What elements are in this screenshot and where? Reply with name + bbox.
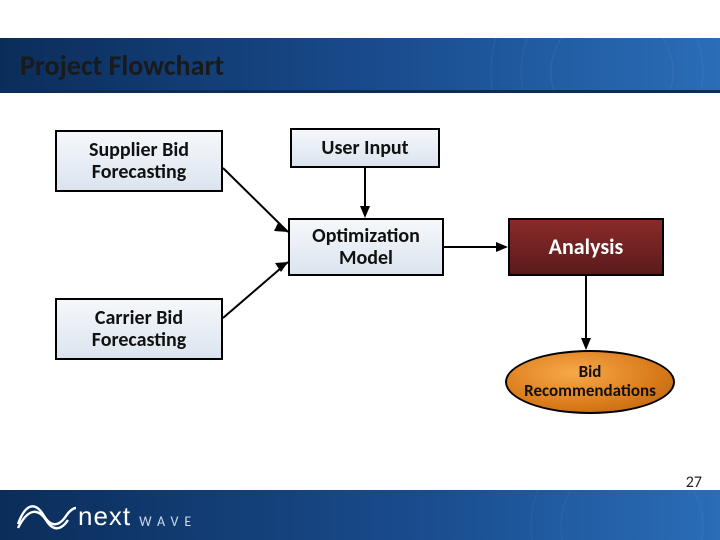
- node-optmodel: OptimizationModel: [288, 218, 444, 276]
- logo: next WAVE: [16, 494, 197, 534]
- arrowhead-optmodel-analysis: [496, 242, 508, 252]
- arrowhead-supplier-optmodel: [274, 223, 288, 232]
- node-userinput: User Input: [290, 128, 440, 168]
- arrowhead-carrier-optmodel: [275, 262, 288, 272]
- edge-supplier-optmodel: [223, 168, 288, 232]
- arrowhead-analysis-bidrec: [581, 338, 591, 350]
- page-title: Project Flowchart: [20, 48, 224, 83]
- node-analysis: Analysis: [508, 218, 664, 276]
- node-supplier: Supplier BidForecasting: [55, 130, 223, 192]
- arrowhead-userinput-optmodel: [360, 206, 370, 218]
- node-carrier: Carrier BidForecasting: [55, 298, 223, 360]
- page-number: 27: [686, 473, 702, 492]
- edge-carrier-optmodel: [223, 262, 288, 318]
- wave-icon: [16, 494, 76, 534]
- logo-text-2: WAVE: [139, 513, 197, 530]
- node-bidrec: BidRecommendations: [505, 350, 675, 414]
- logo-text-1: next: [78, 501, 131, 532]
